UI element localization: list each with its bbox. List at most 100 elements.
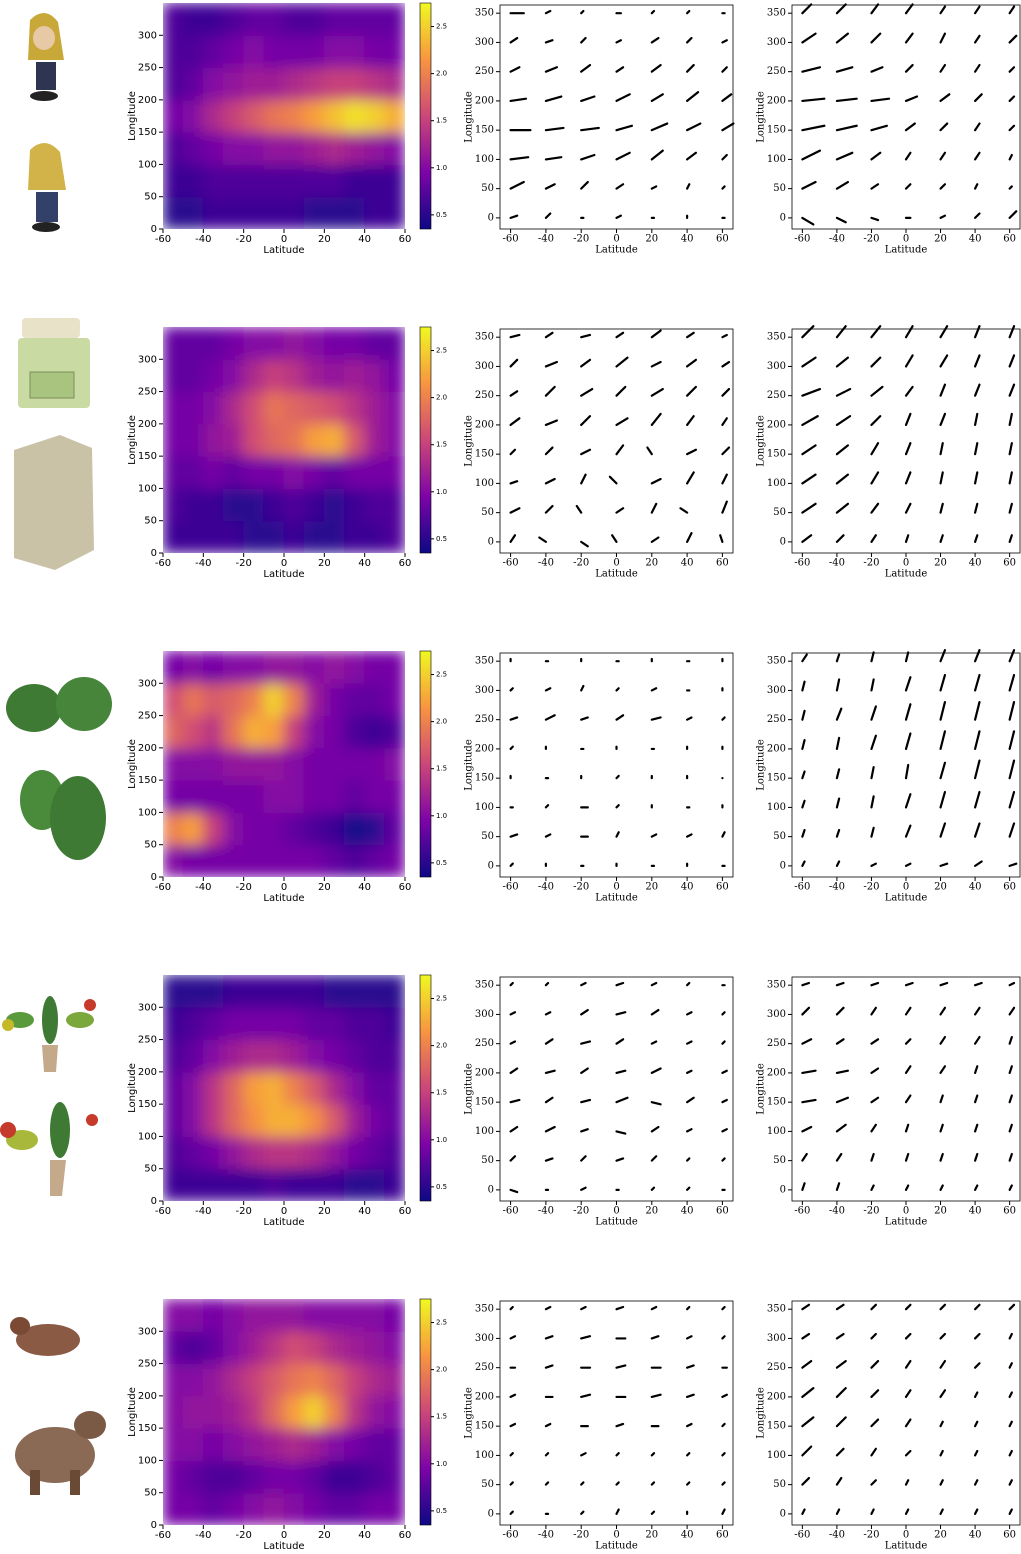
- arrow: [871, 652, 873, 661]
- heatmap-cell: [324, 327, 345, 360]
- heatmap-cell: [364, 1136, 385, 1169]
- heatmap-cell: [163, 1492, 184, 1525]
- heatmap-cell: [324, 812, 345, 845]
- x-tick-label: -20: [235, 1206, 251, 1217]
- arrow: [581, 389, 592, 396]
- y-tick-label: 200: [475, 1391, 494, 1402]
- arrow: [906, 124, 915, 131]
- arrow: [687, 1336, 691, 1338]
- arrow: [975, 1125, 977, 1132]
- arrow: [617, 358, 628, 367]
- arrow: [722, 1482, 724, 1484]
- arrow: [581, 1482, 583, 1484]
- arrow: [906, 4, 913, 13]
- arrow: [871, 1509, 873, 1513]
- heatmap-cell: [284, 132, 305, 165]
- arrow: [837, 1183, 839, 1190]
- heatmap-cell: [284, 67, 305, 100]
- arrow: [581, 1100, 590, 1102]
- heatmap-cell: [203, 488, 224, 521]
- x-tick-label: 20: [934, 558, 947, 569]
- arrow: [581, 416, 590, 425]
- arrow: [871, 535, 875, 542]
- arrow: [511, 1482, 513, 1484]
- heatmap-cell: [163, 391, 184, 424]
- arrow: [687, 124, 700, 131]
- heatmap-cell: [284, 1395, 305, 1428]
- x-tick-label: 40: [969, 1530, 982, 1541]
- heatmap-cell: [344, 780, 365, 813]
- arrow: [975, 1096, 977, 1103]
- arrow: [722, 1129, 726, 1131]
- arrow: [581, 182, 588, 189]
- colorbar-tick-label: 2.0: [436, 70, 447, 78]
- arrow: [722, 40, 726, 42]
- x-axis-label: Latitude: [595, 1217, 638, 1228]
- arrow: [837, 1478, 841, 1485]
- heatmap-cell: [243, 1395, 264, 1428]
- x-tick-label: 0: [613, 882, 619, 893]
- y-tick-label: 50: [144, 192, 157, 203]
- axes-frame: [792, 329, 1020, 553]
- arrow: [871, 1069, 878, 1073]
- heatmap-cell: [344, 196, 365, 229]
- arrow: [511, 38, 518, 42]
- heatmap-cell: [263, 1039, 284, 1072]
- x-tick-label: -40: [195, 882, 211, 893]
- object-fists: [6, 677, 112, 860]
- x-tick-label: 20: [645, 558, 658, 569]
- arrow: [652, 38, 659, 42]
- arrow: [652, 1307, 656, 1309]
- y-tick-label: 350: [767, 332, 786, 343]
- x-tick-label: 0: [613, 1206, 619, 1217]
- y-tick-label: 300: [138, 354, 157, 365]
- arrow: [687, 834, 691, 836]
- y-tick-label: 100: [767, 1126, 786, 1137]
- colorbar-tick-label: 1.5: [436, 441, 447, 449]
- arrow: [511, 535, 515, 542]
- arrow: [610, 477, 617, 484]
- heatmap-cell: [304, 1299, 325, 1332]
- arrow: [652, 1453, 654, 1455]
- heatmap-cell: [364, 3, 385, 36]
- arrow: [617, 1131, 626, 1133]
- y-tick-label: 250: [138, 711, 157, 722]
- arrow: [1010, 761, 1014, 779]
- heatmap-cell: [304, 844, 325, 877]
- x-tick-label: -60: [794, 234, 810, 245]
- y-tick-label: 50: [144, 1164, 157, 1175]
- arrow: [722, 1158, 724, 1160]
- heatmap-cell: [324, 1428, 345, 1461]
- arrow: [652, 1512, 654, 1514]
- arrow: [837, 504, 848, 513]
- heatmap-cell: [163, 1395, 184, 1428]
- x-axis-label: Latitude: [263, 1217, 304, 1228]
- arrow: [837, 67, 852, 71]
- heatmap-cell: [243, 844, 264, 877]
- arrow: [722, 448, 729, 455]
- arrow: [687, 450, 696, 454]
- arrow: [871, 706, 875, 719]
- heatmap-cell: [324, 423, 345, 456]
- heatmap-cell: [364, 812, 385, 845]
- arrow: [837, 1388, 846, 1397]
- arrow: [652, 1336, 659, 1338]
- y-tick-label: 50: [481, 1479, 494, 1490]
- heatmap-cell: [284, 488, 305, 521]
- heatmap-cell: [203, 520, 224, 553]
- x-tick-label: 0: [613, 234, 619, 245]
- arrow: [546, 40, 553, 42]
- y-tick-label: 150: [475, 1421, 494, 1432]
- arrow: [652, 1188, 654, 1190]
- heatmap-cell: [203, 1039, 224, 1072]
- arrow: [975, 1334, 979, 1338]
- x-tick-label: 0: [903, 882, 909, 893]
- x-tick-label: -40: [829, 1530, 845, 1541]
- x-tick-label: -60: [155, 882, 171, 893]
- y-tick-label: 250: [475, 714, 494, 725]
- y-tick-label: 350: [767, 1304, 786, 1315]
- heatmap-cell: [304, 780, 325, 813]
- arrow: [546, 805, 548, 807]
- arrow: [581, 983, 585, 985]
- heatmap-cell: [364, 747, 385, 780]
